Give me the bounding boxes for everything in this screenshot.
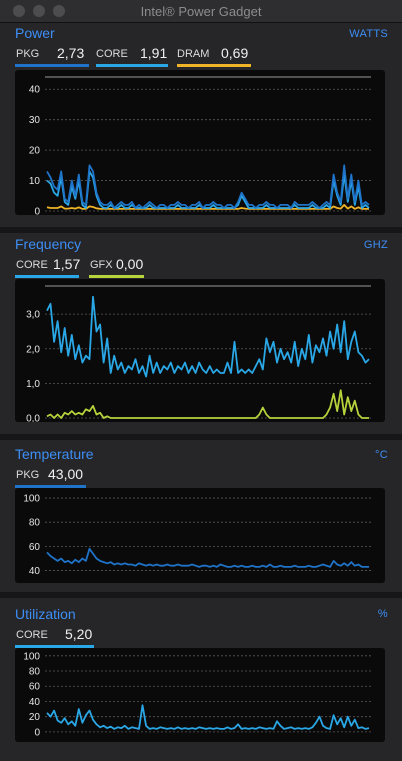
utilization-y-tick-label: 0 <box>34 727 40 738</box>
temperature-series-pkg <box>46 547 369 568</box>
frequency-y-tick-label: 3,0 <box>26 310 40 321</box>
window-title: Intel® Power Gadget <box>140 4 262 19</box>
utilization-y-tick-label: 40 <box>29 697 41 708</box>
utilization-y-tick-label: 60 <box>29 682 41 693</box>
frequency-series-core <box>46 295 370 378</box>
temperature-graph: 40 60 80 100 <box>15 488 385 583</box>
utilization-series-core <box>46 704 370 730</box>
power-pkg-bar <box>15 64 89 67</box>
temperature-pkg-bar <box>15 485 86 488</box>
utilization-graph: 0 20 40 60 80 100 <box>15 648 385 742</box>
frequency-gfx-label: GFX <box>90 259 113 271</box>
frequency-panel: Frequency GHZ CORE 1,57 GFX 0,00 0,0 1,0 2… <box>0 233 402 434</box>
power-y-tick-label: 40 <box>29 85 41 96</box>
frequency-y-tick-label: 0,0 <box>26 414 40 423</box>
temperature-pkg-value: 43,00 <box>48 466 84 482</box>
power-dram-bar <box>177 64 251 67</box>
utilization-chart: 0 20 40 60 80 100 <box>23 651 371 738</box>
frequency-graph: 0,0 1,0 2,0 3,0 <box>15 279 385 422</box>
power-chart: 0 10 20 30 40 <box>29 76 371 216</box>
power-dram-value: 0,69 <box>221 45 249 61</box>
title-bar: Intel® Power Gadget <box>0 0 402 23</box>
frequency-title: Frequency <box>15 236 82 252</box>
temperature-title: Temperature <box>15 446 94 462</box>
power-core-bar <box>96 64 168 67</box>
utilization-core-value: 5,20 <box>65 626 93 642</box>
temperature-y-tick-label: 60 <box>29 542 41 553</box>
zoom-window-button[interactable] <box>53 5 65 17</box>
frequency-y-tick-label: 2,0 <box>26 344 40 355</box>
utilization-y-tick-label: 80 <box>29 667 41 678</box>
frequency-series-gfx <box>46 389 369 419</box>
utilization-title: Utilization <box>15 606 76 622</box>
frequency-y-tick-label: 1,0 <box>26 379 40 390</box>
minimize-window-button[interactable] <box>33 5 45 17</box>
utilization-core-bar <box>15 645 94 648</box>
power-y-tick-label: 10 <box>29 176 41 187</box>
temperature-pkg-label: PKG <box>16 469 40 481</box>
power-pkg-value: 2,73 <box>57 45 85 61</box>
frequency-unit: GHZ <box>363 239 388 251</box>
temperature-y-tick-label: 80 <box>29 518 41 529</box>
temperature-unit: °C <box>375 449 388 461</box>
power-y-tick-label: 30 <box>29 115 41 126</box>
power-y-tick-label: 0 <box>34 207 40 216</box>
temperature-chart: 40 60 80 100 <box>23 494 371 577</box>
power-panel: Power WATTS PKG 2,73 CORE 1,91 DRAM 0,69… <box>0 23 402 227</box>
power-title: Power <box>15 25 55 41</box>
power-y-tick-label: 20 <box>29 146 41 157</box>
utilization-y-tick-label: 20 <box>29 712 41 723</box>
utilization-y-tick-label: 100 <box>23 651 40 662</box>
power-unit: WATTS <box>349 28 388 40</box>
power-dram-label: DRAM <box>177 48 210 60</box>
frequency-core-value: 1,57 <box>53 256 81 272</box>
frequency-gfx-bar <box>89 275 144 278</box>
power-core-label: CORE <box>96 48 128 60</box>
temperature-panel: Temperature °C PKG 43,00 40 60 80 100 <box>0 440 402 592</box>
temperature-y-tick-label: 100 <box>23 494 40 505</box>
power-graph: 0 10 20 30 40 <box>15 70 385 215</box>
frequency-gfx-value: 0,00 <box>116 256 144 272</box>
frequency-core-bar <box>15 275 79 278</box>
power-core-value: 1,91 <box>140 45 168 61</box>
frequency-core-label: CORE <box>16 259 48 271</box>
utilization-panel: Utilization % CORE 5,20 0 20 40 60 80 100 <box>0 598 402 761</box>
power-series-pkg <box>46 164 370 209</box>
utilization-unit: % <box>377 608 388 620</box>
power-series-core <box>46 170 370 209</box>
close-window-button[interactable] <box>13 5 25 17</box>
frequency-chart: 0,0 1,0 2,0 3,0 <box>26 285 371 423</box>
temperature-y-tick-label: 40 <box>29 566 41 577</box>
power-pkg-label: PKG <box>16 48 40 60</box>
utilization-core-label: CORE <box>16 629 48 641</box>
